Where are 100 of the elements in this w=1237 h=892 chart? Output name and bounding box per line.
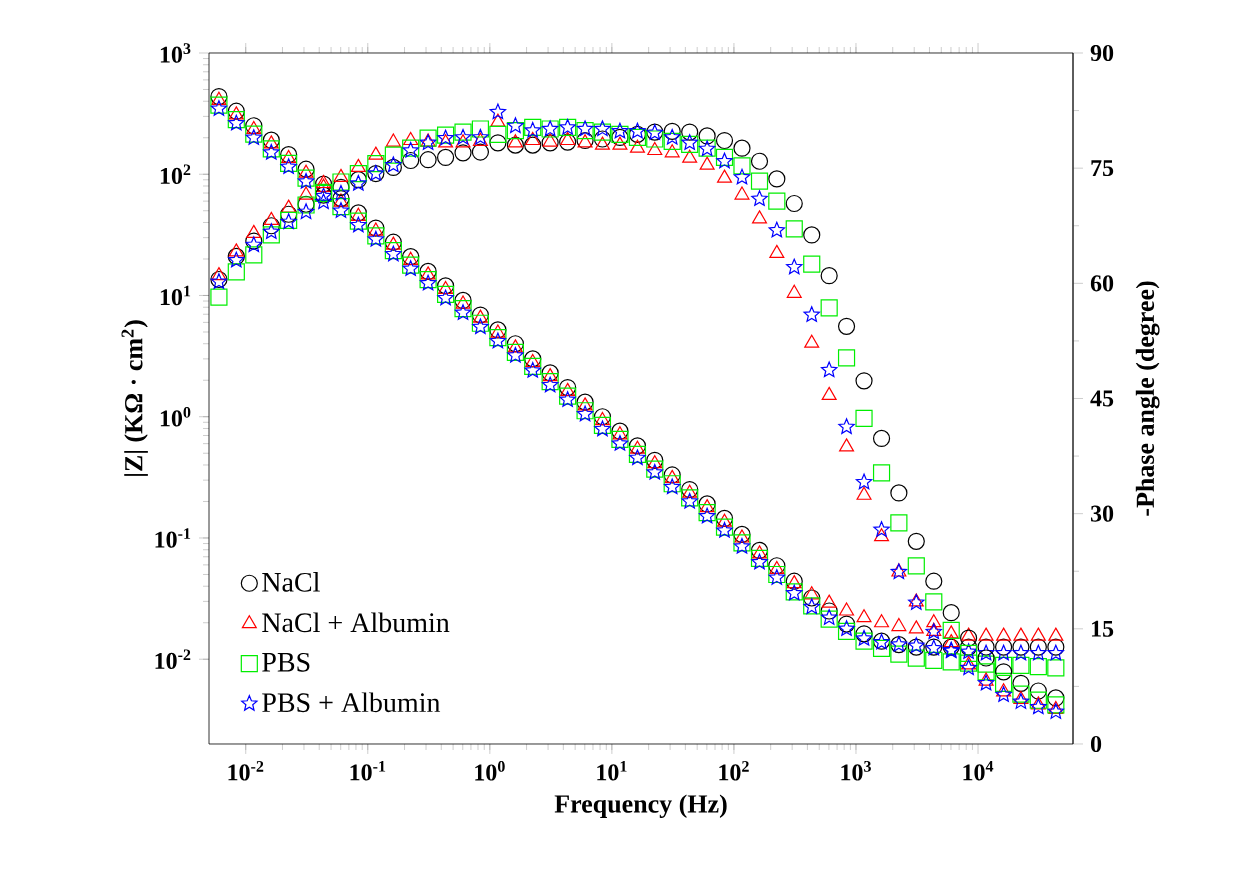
- point: [507, 339, 523, 353]
- y2-axis-title: -Phase angle (degree): [1135, 281, 1160, 516]
- point: [420, 266, 436, 280]
- y-tick-label: 10$^{2}$: [160, 164, 191, 184]
- legend-label: NaCl + Albumin: [262, 612, 450, 633]
- point: [419, 262, 437, 280]
- point: [210, 96, 228, 114]
- point: [611, 430, 629, 449]
- point: [750, 541, 769, 560]
- point: [611, 422, 629, 440]
- point: [1048, 627, 1064, 641]
- point: [681, 480, 699, 499]
- point: [612, 426, 628, 440]
- point: [715, 509, 734, 528]
- y2-tick-label: 15: [1091, 620, 1114, 637]
- point: [577, 397, 593, 411]
- point: [542, 368, 558, 382]
- point: [402, 260, 419, 276]
- point: [908, 620, 924, 634]
- point: [402, 256, 420, 274]
- point: [751, 553, 768, 570]
- point: [698, 507, 716, 524]
- point: [768, 565, 786, 584]
- point: [1030, 644, 1047, 661]
- point: [1047, 659, 1065, 677]
- point: [874, 614, 890, 628]
- y2-tick-label: 30: [1090, 505, 1114, 522]
- point: [349, 212, 367, 230]
- point: [961, 627, 977, 641]
- point: [506, 335, 525, 353]
- point: [682, 484, 698, 498]
- point: [856, 609, 872, 623]
- point: [455, 295, 471, 309]
- x-tick-label: 10$^{4}$: [963, 761, 994, 781]
- x-axis-title: Frequency (Hz): [554, 794, 727, 819]
- point: [210, 87, 228, 106]
- point: [227, 102, 245, 120]
- y-tick-label: 10$^{-2}$: [155, 649, 191, 669]
- point: [1012, 656, 1030, 674]
- point: [489, 332, 507, 349]
- y-tick-label: 10$^{1}$: [160, 285, 191, 306]
- y2-tick-label: 75: [1091, 160, 1114, 177]
- point: [559, 387, 577, 405]
- point: [472, 318, 489, 335]
- x-tick-label: 10$^{-1}$: [350, 761, 386, 781]
- point: [977, 644, 995, 661]
- point: [768, 569, 786, 585]
- point: [489, 328, 507, 347]
- point: [262, 131, 280, 149]
- point: [839, 602, 855, 616]
- point: [820, 602, 838, 620]
- point: [734, 529, 750, 543]
- point: [996, 627, 1012, 641]
- point: [995, 656, 1013, 674]
- point: [750, 549, 769, 567]
- point: [210, 100, 228, 116]
- point: [228, 106, 244, 120]
- point: [978, 627, 994, 641]
- y2-tick-label: 90: [1090, 44, 1114, 62]
- point: [1012, 644, 1030, 661]
- point: [245, 129, 262, 145]
- y2-tick-label: 0: [1090, 735, 1102, 753]
- point: [751, 545, 768, 559]
- point: [333, 193, 349, 207]
- point: [821, 594, 837, 608]
- point: [629, 449, 646, 466]
- x-tick-label: 10$^{0}$: [475, 761, 505, 781]
- y-tick-label: 10$^{-1}$: [155, 528, 191, 548]
- point: [1030, 627, 1046, 641]
- point: [454, 304, 472, 320]
- point: [559, 378, 577, 397]
- point: [942, 653, 960, 671]
- y-tick-label: 10$^{0}$: [160, 406, 191, 427]
- point: [1047, 638, 1065, 656]
- point: [1012, 638, 1030, 656]
- point: [1013, 627, 1029, 641]
- legend-label: PBS + Albumin: [262, 692, 441, 713]
- point: [977, 638, 995, 656]
- point: [716, 513, 733, 527]
- point: [471, 314, 489, 332]
- legend-label: PBS: [262, 652, 310, 672]
- point: [872, 639, 891, 657]
- point: [647, 455, 663, 469]
- point: [559, 391, 576, 407]
- point: [611, 435, 629, 451]
- point: [350, 216, 367, 233]
- point: [541, 376, 559, 393]
- point: [594, 420, 611, 437]
- point: [698, 495, 716, 513]
- x-tick-label: 10$^{2}$: [719, 761, 749, 781]
- x-tick-label: 10$^{1}$: [597, 761, 627, 781]
- point: [332, 198, 350, 216]
- y-tick-label: 10$^{3}$: [160, 43, 191, 63]
- point: [995, 644, 1012, 661]
- point: [541, 372, 559, 391]
- point: [699, 499, 715, 513]
- y-axis-title: |Z| (KΩ · cm$^{2}$): [121, 320, 148, 476]
- point: [524, 357, 542, 376]
- point: [593, 416, 612, 434]
- point: [560, 382, 576, 396]
